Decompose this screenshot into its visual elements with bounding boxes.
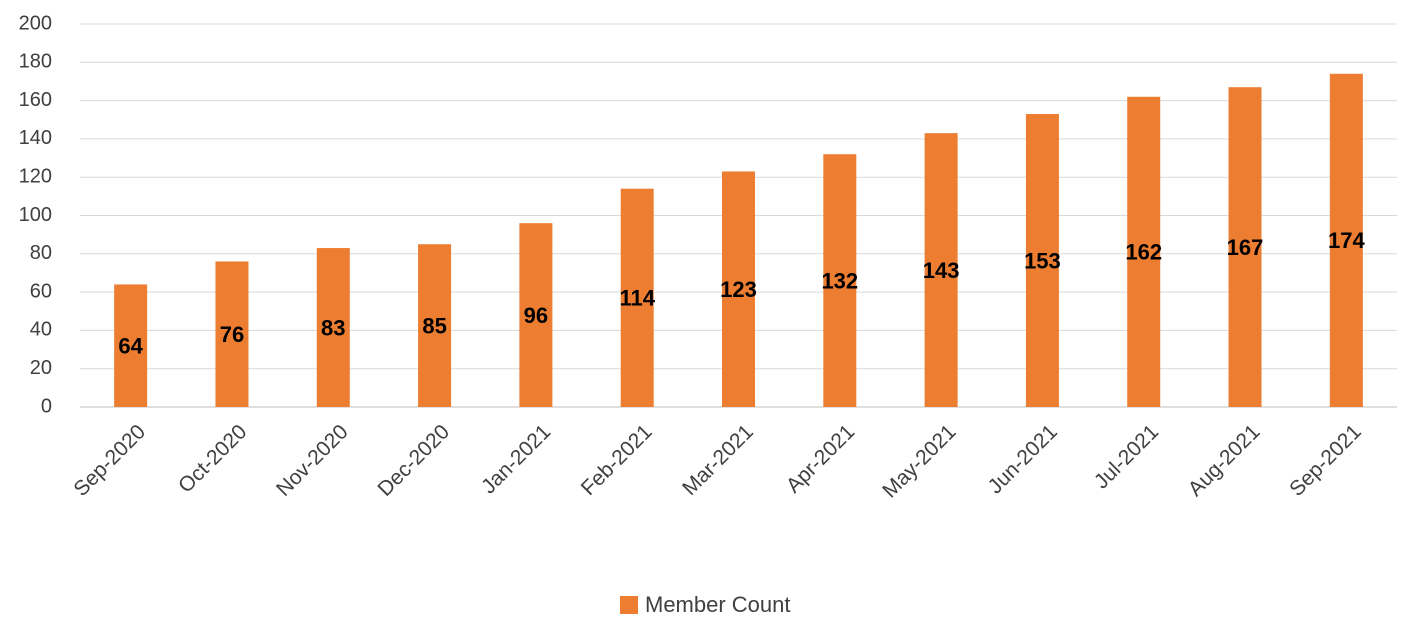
x-tick-label: Sep-2021 bbox=[1285, 420, 1366, 501]
legend-swatch bbox=[620, 596, 638, 614]
x-tick-label: Aug-2021 bbox=[1184, 420, 1265, 501]
x-tick-label: Mar-2021 bbox=[678, 420, 758, 500]
x-tick-label: Apr-2021 bbox=[782, 420, 859, 497]
data-label: 76 bbox=[220, 322, 244, 347]
data-label: 174 bbox=[1328, 228, 1365, 253]
x-tick-label: Dec-2020 bbox=[373, 420, 454, 501]
bar bbox=[823, 154, 857, 407]
data-label: 132 bbox=[821, 268, 858, 293]
y-tick-label: 20 bbox=[30, 357, 52, 379]
bar bbox=[1228, 87, 1262, 407]
bar bbox=[215, 261, 249, 407]
x-tick-label: Feb-2021 bbox=[577, 420, 657, 500]
x-tick-label: Jun-2021 bbox=[984, 420, 1062, 498]
data-label: 143 bbox=[923, 258, 960, 283]
x-tick-label: Sep-2020 bbox=[69, 420, 150, 501]
y-tick-label: 140 bbox=[19, 127, 52, 149]
y-tick-label: 160 bbox=[19, 89, 52, 111]
data-label: 83 bbox=[321, 315, 345, 340]
data-label: 167 bbox=[1227, 235, 1264, 260]
y-tick-label: 180 bbox=[19, 51, 52, 73]
x-tick-label: May-2021 bbox=[878, 420, 960, 502]
bar bbox=[316, 248, 350, 407]
x-tick-label: Oct-2020 bbox=[174, 420, 251, 497]
bar bbox=[1127, 96, 1161, 408]
x-tick-label: Jul-2021 bbox=[1090, 420, 1163, 493]
y-tick-label: 200 bbox=[19, 12, 52, 34]
bar bbox=[722, 171, 755, 407]
bar bbox=[418, 244, 452, 407]
data-label: 123 bbox=[720, 277, 757, 302]
bar bbox=[924, 133, 958, 407]
data-label: 153 bbox=[1024, 248, 1061, 273]
bar bbox=[519, 223, 553, 407]
legend-label: Member Count bbox=[645, 592, 791, 617]
data-label: 85 bbox=[422, 313, 446, 338]
data-label: 64 bbox=[118, 334, 143, 359]
bar bbox=[114, 284, 148, 407]
x-tick-label: Nov-2020 bbox=[272, 420, 353, 501]
bar bbox=[1329, 73, 1363, 407]
bar bbox=[1025, 114, 1059, 407]
x-tick-label: Jan-2021 bbox=[477, 420, 555, 498]
data-label: 96 bbox=[524, 303, 548, 328]
y-tick-label: 60 bbox=[30, 280, 52, 302]
bar bbox=[620, 188, 654, 407]
data-label: 114 bbox=[619, 286, 655, 311]
y-tick-label: 80 bbox=[30, 242, 52, 264]
y-tick-label: 40 bbox=[30, 319, 52, 341]
data-label: 162 bbox=[1125, 240, 1162, 265]
y-tick-label: 120 bbox=[19, 165, 52, 187]
y-tick-label: 100 bbox=[19, 204, 52, 226]
y-tick-label: 0 bbox=[41, 395, 52, 417]
